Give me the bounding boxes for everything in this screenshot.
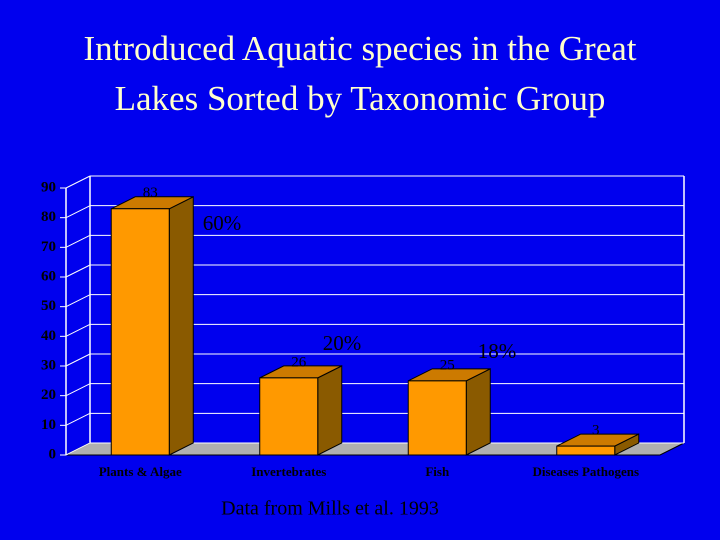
grid-line: [65, 383, 91, 397]
data-label: 25: [440, 357, 455, 373]
y-tick-label: 80: [41, 209, 56, 225]
y-tick-label: 0: [49, 446, 57, 462]
x-tick-label: Invertebrates: [251, 464, 326, 479]
bar-side: [465, 368, 491, 456]
y-tick-label: 30: [41, 357, 56, 373]
grid-line: [65, 205, 91, 219]
data-label: 3: [592, 423, 600, 439]
x-tick-label: Plants & Algae: [99, 464, 182, 479]
grid-line: [65, 175, 91, 189]
bar-side: [168, 195, 194, 456]
bar-side: [317, 365, 343, 456]
bar-front: [110, 208, 170, 456]
bar: [259, 365, 343, 456]
bar: [556, 433, 640, 456]
grid-line: [65, 442, 91, 456]
y-tick-label: 40: [41, 328, 56, 344]
annotation: 60%: [203, 211, 242, 235]
data-label: 83: [143, 185, 158, 201]
y-tick-label: 70: [41, 239, 56, 255]
y-tick-label: 20: [41, 387, 56, 403]
grid-line: [65, 234, 91, 248]
annotation: 18%: [478, 339, 517, 363]
data-label: 26: [291, 354, 307, 370]
bar-front: [407, 380, 467, 456]
annotation: 20%: [323, 331, 362, 355]
bar: [110, 195, 194, 456]
x-tick-label: Fish: [425, 464, 450, 479]
chart-title: Introduced Aquatic species in the Great …: [83, 29, 637, 118]
y-tick-label: 90: [41, 179, 56, 195]
grid-line: [65, 412, 91, 426]
grid-line: [65, 353, 91, 367]
bar: [407, 368, 491, 456]
source-note: Data from Mills et al. 1993: [221, 498, 439, 520]
grid-line: [65, 264, 91, 278]
bar-front: [556, 445, 616, 456]
y-tick-label: 50: [41, 298, 56, 314]
y-tick-label: 60: [41, 268, 56, 284]
bar-front: [259, 377, 319, 456]
grid-line: [65, 294, 91, 308]
grid-line: [65, 323, 91, 337]
x-tick-label: Diseases Pathogens: [532, 464, 639, 479]
y-tick-label: 10: [41, 417, 56, 433]
